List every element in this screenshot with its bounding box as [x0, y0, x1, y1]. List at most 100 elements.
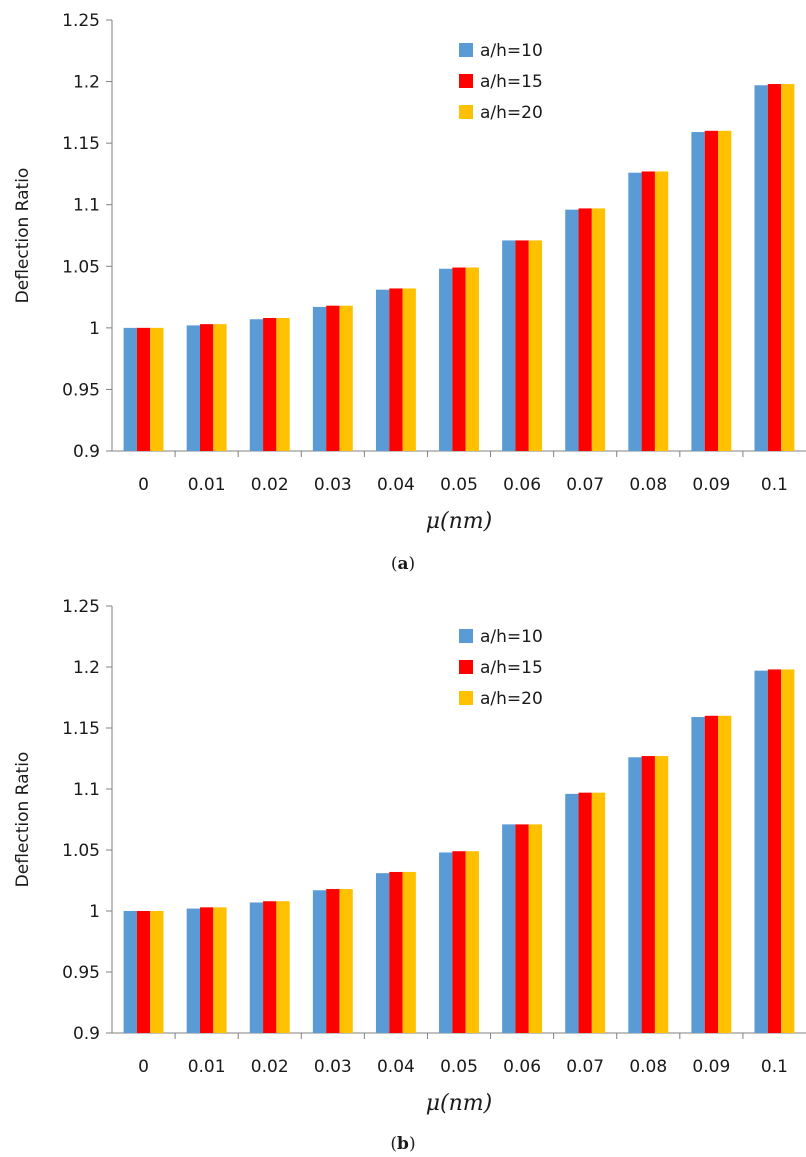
bar-ah20-0.06 [528, 824, 543, 1033]
x-tick-label: 0.07 [566, 1057, 604, 1077]
legend-label: a/h=20 [480, 689, 543, 709]
bar-ah20-0.03 [339, 305, 353, 451]
legend-swatch [459, 660, 473, 674]
bar-ah15-0.04 [389, 871, 403, 1033]
y-tick-label: 0.95 [62, 380, 100, 400]
y-tick-label: 1.15 [62, 719, 100, 739]
bar-ah10-0.05 [439, 852, 453, 1033]
x-tick-label: 0.02 [251, 475, 289, 495]
bar-ah15-0.07 [578, 792, 592, 1033]
y-tick-label: 1 [89, 319, 100, 339]
x-tick-label: 0.05 [440, 475, 478, 495]
x-tick-label: 0.06 [503, 475, 541, 495]
y-tick-label: 1.2 [73, 73, 100, 93]
bar-ah10-0.08 [628, 757, 642, 1033]
x-tick-label: 0.1 [761, 1057, 788, 1077]
bar-ah10-0.07 [565, 793, 579, 1033]
bar-ah20-0.01 [213, 324, 227, 451]
x-tick-label: 0.01 [188, 475, 226, 495]
x-tick-label: 0.04 [377, 475, 415, 495]
bar-ah15-0.08 [641, 756, 655, 1033]
bar-ah20-0.01 [213, 907, 227, 1033]
bar-ah15-0.1 [767, 84, 782, 451]
bar-ah10-0 [123, 327, 137, 451]
panel-caption: (a) [391, 554, 415, 574]
x-tick-label: 0.07 [566, 475, 604, 495]
legend-label: a/h=10 [480, 41, 543, 61]
y-tick-label: 1.05 [62, 257, 100, 277]
legend-swatch [459, 43, 473, 57]
legend-label: a/h=15 [480, 658, 543, 678]
y-tick-label: 0.95 [62, 963, 100, 983]
bar-ah10-0.07 [565, 209, 579, 451]
bar-ah20-0 [150, 911, 164, 1033]
bar-ah20-0.04 [402, 288, 416, 451]
legend-label: a/h=15 [480, 72, 543, 92]
bar-ah15-0.04 [389, 288, 403, 451]
bar-ah15-0.09 [704, 715, 719, 1033]
bar-ah20-0 [150, 327, 164, 451]
x-tick-label: 0.08 [629, 1057, 667, 1077]
bar-ah15-0.03 [326, 889, 340, 1033]
bar-ah10-0.02 [249, 902, 264, 1033]
bar-ah20-0.02 [276, 901, 290, 1033]
bar-ah15-0 [136, 327, 151, 451]
bar-ah15-0.05 [452, 267, 466, 451]
bar-ah10-0.1 [754, 85, 768, 451]
x-tick-label: 0.09 [692, 475, 730, 495]
bar-ah20-0.09 [718, 715, 732, 1033]
y-tick-label: 1.2 [73, 658, 100, 678]
bar-ah10-0.03 [312, 890, 327, 1033]
y-axis-title: Deflection Ratio [13, 752, 33, 888]
x-axis-title: μ(nm) [426, 509, 493, 534]
bar-ah20-0.07 [591, 208, 606, 451]
x-tick-label: 0 [138, 1057, 149, 1077]
legend-swatch [459, 691, 473, 705]
bar-ah10-0.01 [186, 325, 200, 451]
bar-ah15-0.07 [578, 208, 592, 451]
bar-ah15-0.1 [767, 669, 782, 1033]
x-tick-label: 0.04 [377, 1057, 415, 1077]
bar-ah10-0.1 [754, 670, 768, 1033]
y-tick-label: 1.15 [62, 134, 100, 154]
legend-swatch [459, 629, 473, 643]
bar-ah10-0.03 [312, 306, 327, 451]
y-tick-label: 1.25 [62, 11, 100, 31]
x-axis-title: μ(nm) [426, 1091, 493, 1116]
chart-panel-b: 0.9 0.95 1 1.05 1.1 1.15 1.2 1.25 0 0.01 0.02 0.03 0… [13, 597, 806, 1154]
x-tick-label: 0.02 [251, 1057, 289, 1077]
x-tick-label: 0.06 [503, 1057, 541, 1077]
chart-panel-a: 0.9 0.95 1 1.05 1.1 1.15 1.2 1.25 0 0.01 0.02 0.03 0… [13, 11, 806, 574]
bar-ah10-0.02 [249, 319, 264, 451]
bar-ah20-0.1 [781, 84, 795, 451]
panel-caption: (b) [390, 1134, 415, 1154]
bar-ah20-0.08 [654, 171, 669, 452]
legend-swatch [459, 105, 473, 119]
bar-ah20-0.07 [591, 792, 606, 1033]
bar-ah15-0 [136, 911, 151, 1033]
x-tick-label: 0.03 [314, 1057, 352, 1077]
bar-ah15-0.02 [263, 318, 277, 451]
y-tick-label: 1.05 [62, 841, 100, 861]
y-tick-label: 1.1 [73, 196, 100, 216]
x-tick-label: 0 [138, 475, 149, 495]
bar-ah15-0.06 [515, 824, 529, 1033]
y-tick-label: 0.9 [73, 442, 100, 462]
bar-ah15-0.08 [641, 171, 655, 452]
bar-ah15-0.09 [704, 130, 719, 452]
bar-ah15-0.01 [199, 907, 214, 1033]
bar-ah20-0.02 [276, 318, 290, 451]
bar-ah20-0.09 [718, 130, 732, 452]
legend-label: a/h=20 [480, 103, 543, 123]
bar-ah10-0.08 [628, 172, 642, 451]
x-tick-label: 0.09 [692, 1057, 730, 1077]
bar-ah10-0.09 [691, 717, 705, 1033]
x-tick-label: 0.1 [761, 475, 788, 495]
x-tick-label: 0.03 [314, 475, 352, 495]
bar-ah15-0.01 [199, 324, 214, 451]
bar-ah10-0.06 [502, 824, 516, 1033]
bar-ah10-0.05 [439, 268, 453, 451]
bar-ah15-0.06 [515, 240, 529, 451]
x-tick-label: 0.05 [440, 1057, 478, 1077]
